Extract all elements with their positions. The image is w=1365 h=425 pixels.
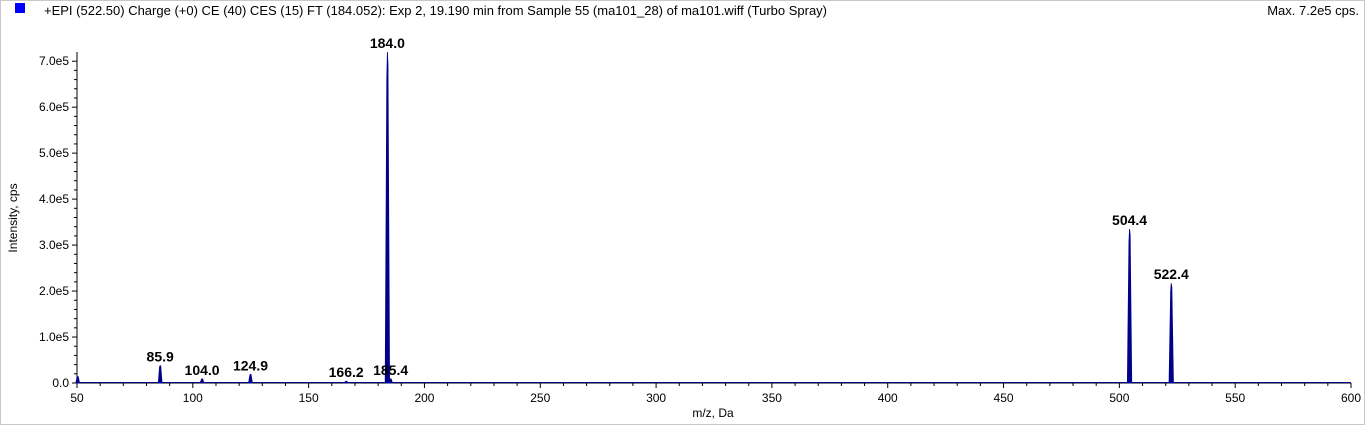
x-tick-label: 50 <box>70 391 84 405</box>
x-tick-label: 400 <box>878 391 898 405</box>
peak-label: 184.0 <box>370 35 405 51</box>
spectrum-peak <box>384 51 390 384</box>
peak-labels: 85.9 104.0 124.9 166.2 184.0 185.4 504.4 522.4 <box>147 35 1189 380</box>
spectrum-peak <box>75 376 81 384</box>
y-tick-label: 0.0 <box>52 376 69 390</box>
spectrum-peak <box>248 373 253 384</box>
spectrum-peak <box>1168 283 1174 384</box>
spectrum-peak <box>343 380 349 384</box>
spectrum-peak <box>199 378 205 384</box>
axes <box>76 52 1351 384</box>
peak-label: 522.4 <box>1154 266 1189 282</box>
x-tick-label: 250 <box>530 391 550 405</box>
spectrum-peak <box>1126 228 1133 384</box>
axis-ticks: 50 100 150 200 250 300 350 400 450 500 550 600 0.0 1.… <box>39 54 1361 405</box>
series-color-swatch <box>15 3 25 13</box>
spectrum-title: +EPI (522.50) Charge (+0) CE (40) CES (1… <box>44 3 828 18</box>
y-tick-label: 6.0e5 <box>39 100 69 114</box>
x-tick-label: 350 <box>762 391 782 405</box>
y-tick-label: 2.0e5 <box>39 284 69 298</box>
spectrum-peak <box>388 378 394 384</box>
peak-label: 124.9 <box>233 357 268 373</box>
peak-label: 185.4 <box>373 362 408 378</box>
x-tick-label: 600 <box>1341 391 1361 405</box>
peak-label: 166.2 <box>329 364 364 380</box>
x-axis-title: m/z, Da <box>692 406 734 420</box>
x-tick-label: 200 <box>414 391 434 405</box>
y-tick-label: 1.0e5 <box>39 330 69 344</box>
x-tick-label: 450 <box>994 391 1014 405</box>
x-tick-label: 100 <box>183 391 203 405</box>
spectrum-peak <box>157 364 163 384</box>
peak-label: 104.0 <box>185 362 220 378</box>
x-tick-label: 550 <box>1225 391 1245 405</box>
peak-label: 504.4 <box>1112 212 1147 228</box>
max-intensity-label: Max. 7.2e5 cps. <box>1267 3 1359 18</box>
peak-label: 85.9 <box>147 349 174 365</box>
y-tick-label: 5.0e5 <box>39 146 69 160</box>
y-axis-title: Intensity, cps <box>6 183 20 252</box>
y-tick-label: 3.0e5 <box>39 238 69 252</box>
x-tick-label: 150 <box>299 391 319 405</box>
x-tick-label: 300 <box>646 391 666 405</box>
y-tick-label: 7.0e5 <box>39 54 69 68</box>
y-tick-label: 4.0e5 <box>39 192 69 206</box>
spectrum-trace <box>75 51 1351 384</box>
x-tick-label: 500 <box>1109 391 1129 405</box>
